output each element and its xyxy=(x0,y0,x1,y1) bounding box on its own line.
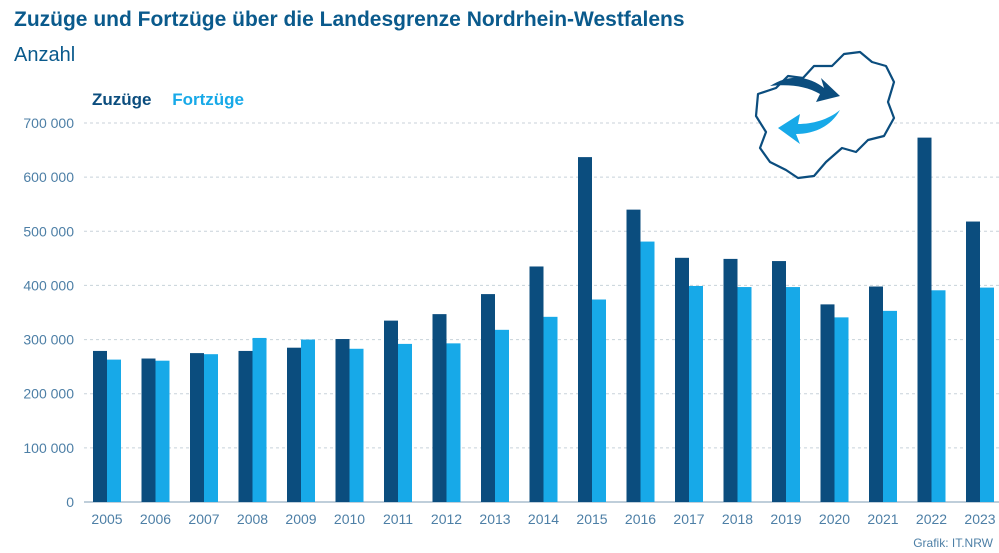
y-tick-label: 500 000 xyxy=(23,223,74,239)
bar-fortzuege xyxy=(592,299,606,502)
y-tick-label: 300 000 xyxy=(23,332,74,348)
bar-zuzuege xyxy=(917,137,932,502)
bar-zuzuege xyxy=(966,221,980,503)
bar-zuzuege xyxy=(529,266,544,502)
x-tick-label: 2015 xyxy=(576,511,607,527)
credit: Grafik: IT.NRW xyxy=(913,536,993,550)
x-tick-label: 2012 xyxy=(431,511,462,527)
bar-zuzuege xyxy=(432,314,447,502)
bar-fortzuege xyxy=(446,343,461,502)
x-tick-label: 2022 xyxy=(916,511,947,527)
bar-zuzuege xyxy=(93,350,107,502)
nrw-map-arrows-icon xyxy=(754,50,896,180)
bar-zuzuege xyxy=(772,261,786,502)
bar-fortzuege xyxy=(980,287,994,502)
bar-zuzuege xyxy=(384,320,398,502)
bar-fortzuege xyxy=(398,343,412,502)
bar-zuzuege xyxy=(675,257,689,502)
x-tick-label: 2006 xyxy=(140,511,171,527)
bar-zuzuege xyxy=(578,157,592,503)
bar-zuzuege xyxy=(335,339,350,502)
bar-zuzuege xyxy=(481,294,495,502)
x-tick-label: 2016 xyxy=(625,511,656,527)
bar-fortzuege xyxy=(931,290,946,502)
x-tick-label: 2008 xyxy=(237,511,268,527)
y-tick-label: 100 000 xyxy=(23,440,74,456)
bar-zuzuege xyxy=(626,209,641,502)
chart-subtitle: Anzahl xyxy=(14,44,76,66)
bar-fortzuege xyxy=(155,360,170,502)
bar-fortzuege xyxy=(252,337,267,502)
legend-zuzuege: Zuzüge xyxy=(92,90,152,109)
legend: Zuzüge Fortzüge xyxy=(92,90,260,110)
bar-fortzuege xyxy=(737,287,752,502)
x-tick-label: 2014 xyxy=(528,511,559,527)
bar-fortzuege xyxy=(834,317,849,502)
bar-fortzuege xyxy=(883,310,897,502)
x-tick-label: 2019 xyxy=(770,511,801,527)
bar-fortzuege xyxy=(349,348,364,502)
x-tick-label: 2005 xyxy=(91,511,122,527)
bar-zuzuege xyxy=(723,258,738,502)
bar-fortzuege xyxy=(301,339,315,502)
y-tick-label: 400 000 xyxy=(23,277,74,293)
x-tick-label: 2018 xyxy=(722,511,753,527)
y-tick-label: 700 000 xyxy=(23,115,74,131)
legend-fortzuege: Fortzüge xyxy=(172,90,245,109)
bar-fortzuege xyxy=(204,354,218,502)
x-tick-label: 2023 xyxy=(964,511,995,527)
bar-fortzuege xyxy=(495,329,509,502)
y-tick-label: 200 000 xyxy=(23,386,74,402)
x-tick-label: 2021 xyxy=(867,511,898,527)
x-tick-label: 2009 xyxy=(285,511,316,527)
bar-fortzuege xyxy=(543,316,558,502)
bar-zuzuege xyxy=(820,304,835,502)
bar-fortzuege xyxy=(786,287,800,502)
chart-title: Zuzüge und Fortzüge über die Landesgrenz… xyxy=(14,8,685,31)
bar-zuzuege xyxy=(238,350,253,502)
bar-fortzuege xyxy=(107,359,121,502)
bar-zuzuege xyxy=(869,286,883,502)
bar-fortzuege xyxy=(689,285,703,502)
bar-fortzuege xyxy=(640,241,655,502)
x-tick-label: 2020 xyxy=(819,511,850,527)
bar-zuzuege xyxy=(141,358,156,502)
x-tick-label: 2017 xyxy=(673,511,704,527)
bar-zuzuege xyxy=(287,347,301,502)
x-tick-label: 2007 xyxy=(188,511,219,527)
x-tick-label: 2011 xyxy=(383,511,413,527)
x-tick-label: 2013 xyxy=(479,511,510,527)
x-tick-label: 2010 xyxy=(334,511,365,527)
y-tick-label: 600 000 xyxy=(23,169,74,185)
y-tick-label: 0 xyxy=(66,494,74,510)
bar-zuzuege xyxy=(190,353,204,502)
